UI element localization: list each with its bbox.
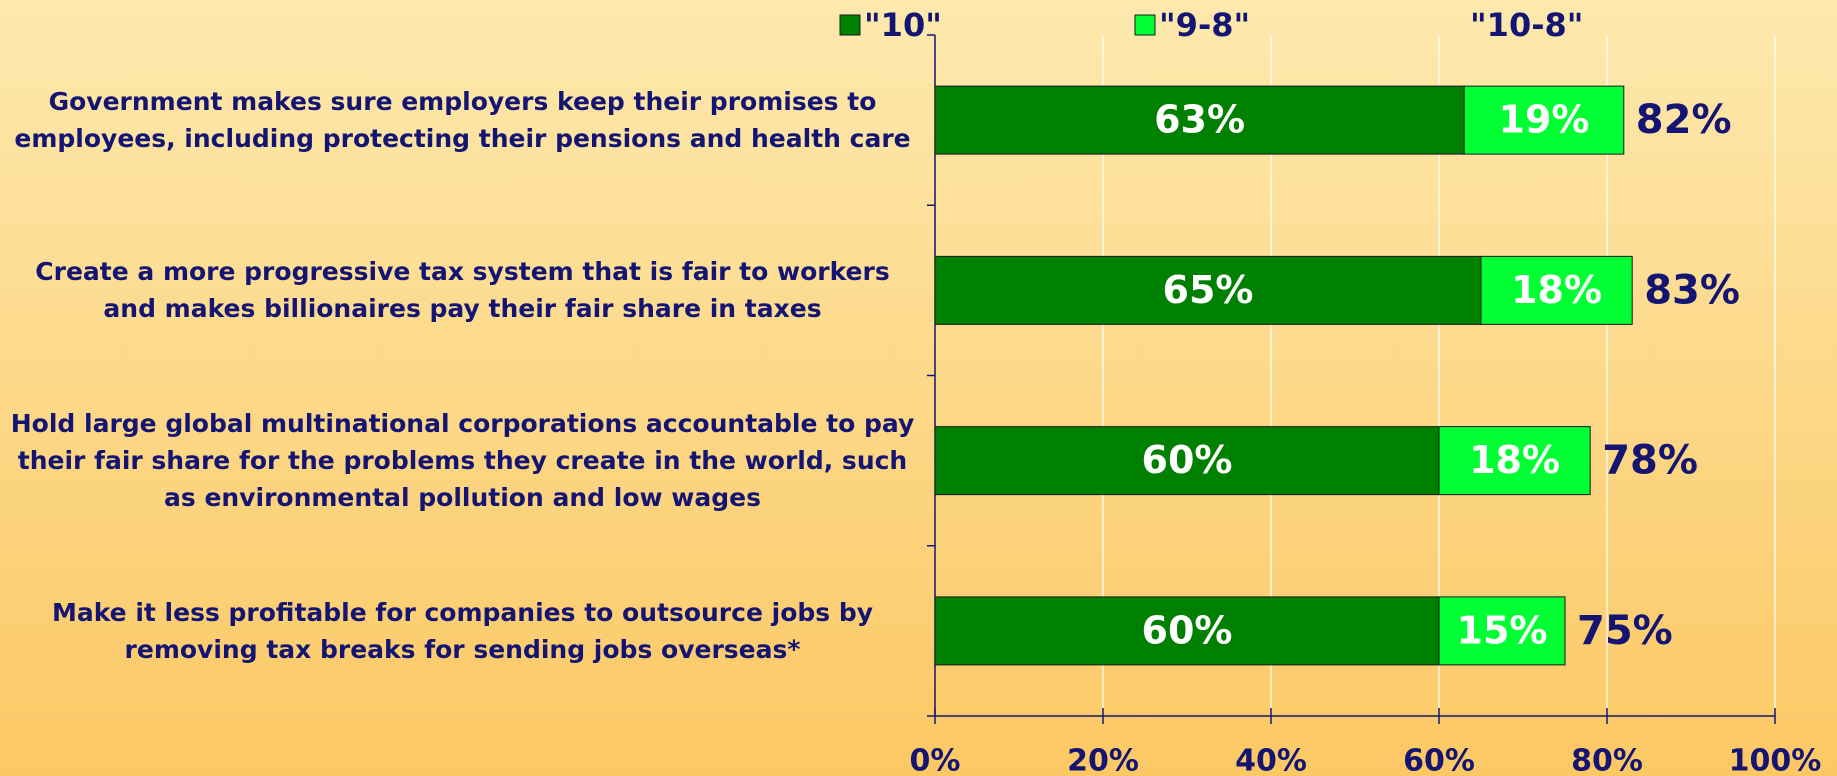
bar-segment (934, 85, 1465, 155)
data-label: 15% (1457, 608, 1548, 652)
legend-label: "10" (864, 6, 942, 44)
category-label: Government makes sure employers keep the… (14, 87, 911, 154)
data-label: 65% (1163, 268, 1254, 312)
category-label-box: Make it less profitable for companies to… (51, 597, 874, 664)
data-label: 63% (1154, 98, 1245, 142)
bar-segment (934, 255, 1482, 325)
data-label: 60% (1142, 608, 1233, 652)
data-label: 18% (1511, 268, 1602, 312)
x-tick-label: 60% (1403, 744, 1475, 776)
legend-swatch (1134, 14, 1156, 36)
category-label: Make it less profitable for companies to… (51, 597, 874, 664)
total-label: 75% (1577, 608, 1673, 654)
legend-label: "10-8" (1470, 6, 1583, 44)
x-tick-label: 0% (910, 744, 961, 776)
bar-segment (1480, 255, 1633, 325)
total-label: 78% (1602, 438, 1698, 484)
total-label: 83% (1644, 267, 1740, 313)
x-tick-label: 80% (1571, 744, 1643, 776)
x-tick-label: 20% (1067, 744, 1139, 776)
category-label-box: Hold large global multinational corporat… (10, 409, 915, 513)
legend-swatch (839, 14, 861, 36)
category-label-box: Government makes sure employers keep the… (14, 87, 911, 154)
data-label: 19% (1499, 98, 1590, 142)
category-label: Create a more progressive tax system tha… (35, 257, 890, 324)
category-label: Hold large global multinational corporat… (10, 409, 915, 513)
bar-segment (1463, 85, 1625, 155)
x-tick-label: 40% (1235, 744, 1307, 776)
category-label-box: Create a more progressive tax system tha… (35, 257, 890, 324)
legend-label: "9-8" (1159, 6, 1250, 44)
bar-segment (1438, 596, 1566, 666)
bar-segment (934, 596, 1440, 666)
x-tick-label: 100% (1729, 744, 1822, 776)
data-label: 60% (1142, 438, 1233, 482)
bar-segment (1438, 426, 1591, 496)
data-label: 18% (1469, 438, 1560, 482)
total-label: 82% (1636, 97, 1732, 143)
